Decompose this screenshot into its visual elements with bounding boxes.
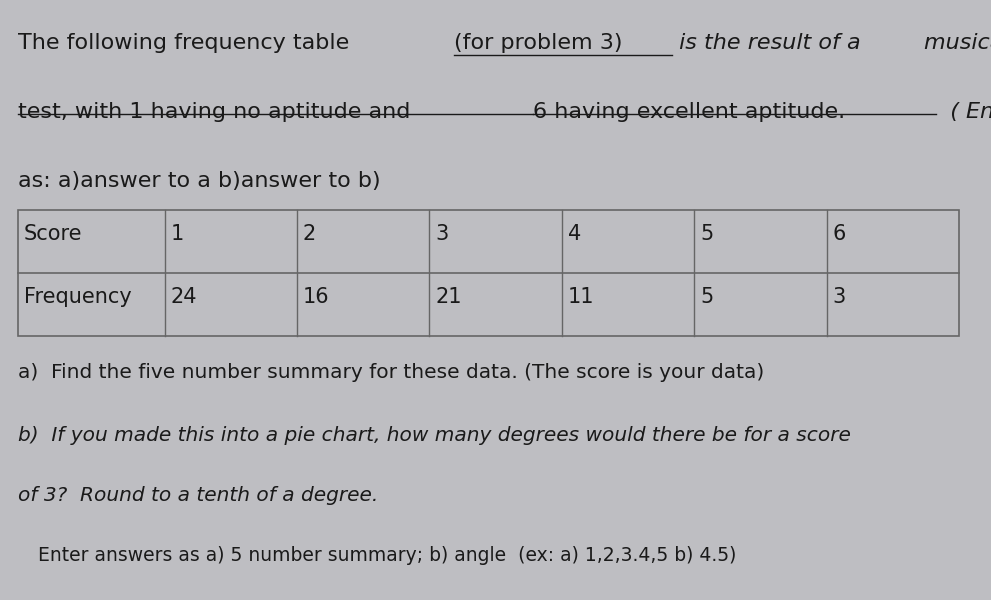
Text: 6 having excellent aptitude.: 6 having excellent aptitude.: [533, 102, 845, 122]
Text: b)  If you made this into a pie chart, how many degrees would there be for a sco: b) If you made this into a pie chart, ho…: [18, 426, 850, 445]
Text: Enter the answer: Enter the answer: [965, 102, 991, 122]
Text: of 3?  Round to a tenth of a degree.: of 3? Round to a tenth of a degree.: [18, 486, 379, 505]
Text: is the result of a: is the result of a: [672, 33, 867, 53]
Text: The following frequency table: The following frequency table: [18, 33, 356, 53]
Text: (: (: [936, 102, 959, 122]
Text: a)  Find the five number summary for these data. (The score is your data): a) Find the five number summary for thes…: [18, 363, 764, 382]
Text: 16: 16: [303, 287, 330, 307]
Text: 1: 1: [170, 224, 183, 244]
Text: 3: 3: [832, 287, 846, 307]
Text: 2: 2: [303, 224, 316, 244]
Text: 5: 5: [701, 287, 714, 307]
Text: 24: 24: [170, 287, 197, 307]
Text: Score: Score: [24, 224, 82, 244]
Text: Frequency: Frequency: [24, 287, 132, 307]
Text: 21: 21: [435, 287, 462, 307]
Text: musical aptitude: musical aptitude: [925, 33, 991, 53]
Text: (for problem 3): (for problem 3): [455, 33, 623, 53]
Text: 4: 4: [568, 224, 581, 244]
Text: test, with 1 having no aptitude and: test, with 1 having no aptitude and: [18, 102, 417, 122]
Bar: [18, 210, 959, 336]
Text: 5: 5: [701, 224, 714, 244]
Text: 6: 6: [832, 224, 846, 244]
Text: as: a)answer to a b)answer to b): as: a)answer to a b)answer to b): [18, 171, 381, 191]
Text: 3: 3: [435, 224, 449, 244]
Text: Enter answers as a) 5 number summary; b) angle  (ex: a) 1,2,3.4,5 b) 4.5): Enter answers as a) 5 number summary; b)…: [38, 546, 736, 565]
Text: 11: 11: [568, 287, 595, 307]
